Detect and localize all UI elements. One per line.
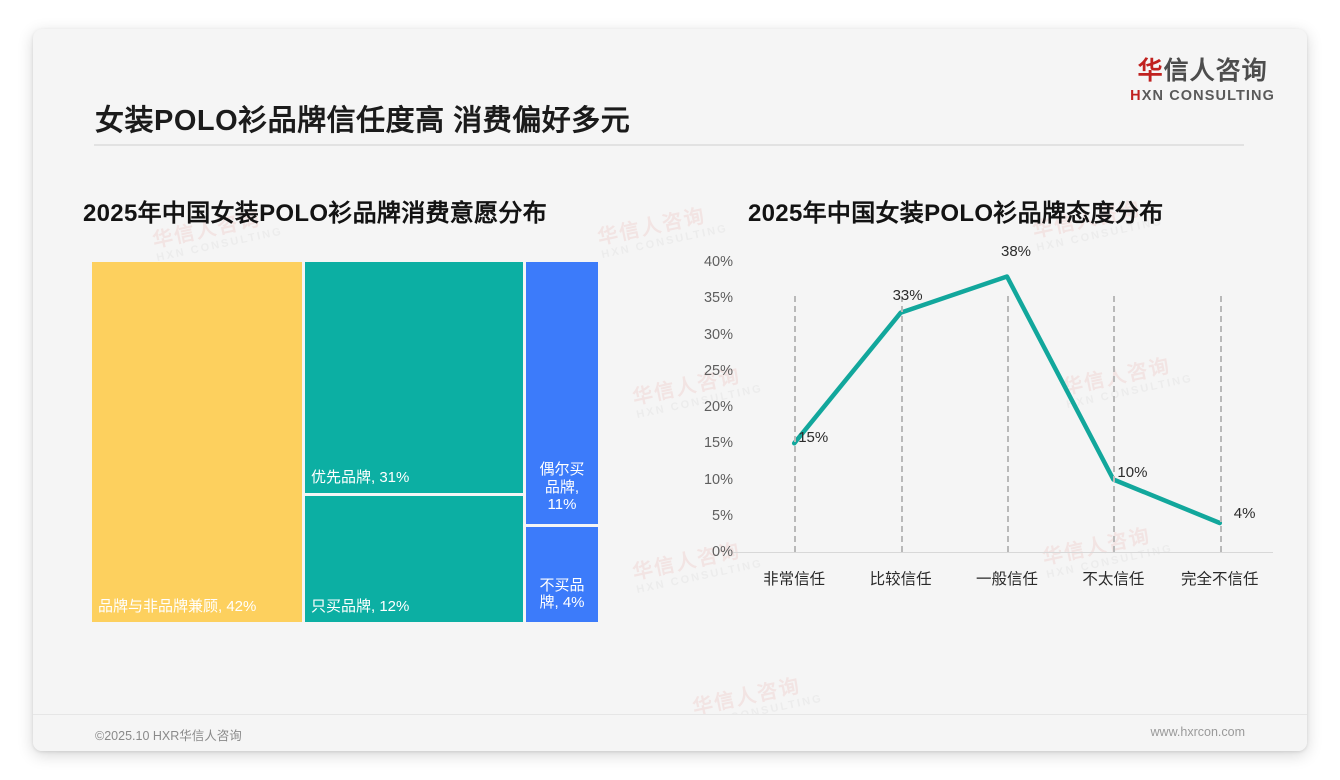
treemap-tile[interactable]: 品牌与非品牌兼顾, 42% xyxy=(92,262,302,622)
treemap-tile-label: 优先品牌, 31% xyxy=(311,469,410,487)
treemap-tile-label: 只买品牌, 12% xyxy=(311,598,410,616)
grid-line xyxy=(1219,296,1222,552)
line-series xyxy=(791,274,1223,526)
plot-area xyxy=(741,262,1273,552)
y-axis-tick-label: 40% xyxy=(703,254,733,270)
website-link[interactable]: www.hxrcon.com xyxy=(1150,725,1245,739)
treemap-tile[interactable]: 只买品牌, 12% xyxy=(305,496,523,622)
header-divider xyxy=(94,144,1244,146)
logo-en-text: HXN CONSULTING xyxy=(1130,88,1275,104)
logo-cn-text: 华信人咨询 xyxy=(1130,57,1275,86)
y-axis-tick-label: 10% xyxy=(703,471,733,488)
y-axis: 0% 5% 10% 15% 20% 25% 30% 35% 40% xyxy=(673,254,733,560)
line-chart: 0% 5% 10% 15% 20% 25% 30% 35% 40% 15% 33% 38% 10% 4%… xyxy=(673,243,1273,622)
data-point-label: 4% xyxy=(1233,505,1256,522)
left-chart-title: 2025年中国女装POLO衫品牌消费意愿分布 xyxy=(83,200,547,227)
watermark-en: HXN CONSULTING xyxy=(155,225,285,265)
watermark-cn: 华信人咨询 xyxy=(595,204,708,250)
treemap-tile[interactable]: 偶尔买 品牌, 11% xyxy=(526,262,598,524)
x-axis-tick-label: 比较信任 xyxy=(869,571,932,588)
y-axis-tick-label: 0% xyxy=(712,544,733,560)
treemap-tile-label: 品牌与非品牌兼顾, 42% xyxy=(98,598,257,616)
logo-cn-rest: 信人咨询 xyxy=(1163,57,1268,85)
logo-en-rest: XN CONSULTING xyxy=(1141,87,1275,104)
company-logo: 华信人咨询 HXN CONSULTING xyxy=(1130,57,1275,104)
watermark: 华信人咨询 HXN CONSULTING xyxy=(596,201,729,262)
x-axis-tick-label: 非常信任 xyxy=(763,571,826,588)
grid-line xyxy=(794,296,797,552)
grid-line xyxy=(1113,296,1116,552)
data-point-label: 15% xyxy=(798,429,829,447)
y-axis-tick-label: 20% xyxy=(703,399,733,415)
grid-line xyxy=(1007,296,1009,552)
y-axis-tick-label: 35% xyxy=(703,290,733,307)
treemap-tile-label: 偶尔买 品牌, 11% xyxy=(539,460,585,514)
watermark-cn: 华信人咨询 xyxy=(690,674,803,720)
treemap-tile[interactable]: 优先品牌, 31% xyxy=(305,262,523,493)
treemap-chart: 品牌与非品牌兼顾, 42% 优先品牌, 31% 只买品牌, 12% 偶尔买 品牌,… xyxy=(92,262,609,622)
data-point-label: 10% xyxy=(1117,463,1148,481)
y-axis-tick-label: 25% xyxy=(703,362,733,379)
logo-en-red-char: H xyxy=(1130,87,1142,104)
data-point-label: 38% xyxy=(1001,242,1032,260)
treemap-tile[interactable]: 不买品 牌, 4% xyxy=(526,527,598,622)
copyright-text: ©2025.10 HXR华信人咨询 xyxy=(95,729,242,743)
slide-canvas: 华信人咨询 HXN CONSULTING 华信人咨询 HXN CONSULTIN… xyxy=(33,29,1307,751)
bottom-bar: ©2025.10 HXR华信人咨询 www.hxrcon.com xyxy=(33,714,1307,751)
right-chart-title: 2025年中国女装POLO衫品牌态度分布 xyxy=(748,200,1164,227)
grid-line xyxy=(900,296,903,552)
x-axis-line xyxy=(733,552,1273,553)
x-axis-tick-label: 不太信任 xyxy=(1082,571,1145,588)
x-axis-tick-label: 一般信任 xyxy=(975,571,1039,588)
page-title: 女装POLO衫品牌信任度高 消费偏好多元 xyxy=(95,105,631,137)
x-axis-tick-label: 完全不信任 xyxy=(1181,571,1259,588)
y-axis-tick-label: 5% xyxy=(712,507,733,524)
data-point-label: 33% xyxy=(892,286,923,304)
y-axis-tick-label: 15% xyxy=(703,435,733,452)
line-series-svg xyxy=(791,274,1223,526)
logo-cn-red-char: 华 xyxy=(1137,57,1164,85)
treemap-tile-label: 不买品 牌, 4% xyxy=(539,576,585,612)
y-axis-tick-label: 30% xyxy=(703,326,733,343)
